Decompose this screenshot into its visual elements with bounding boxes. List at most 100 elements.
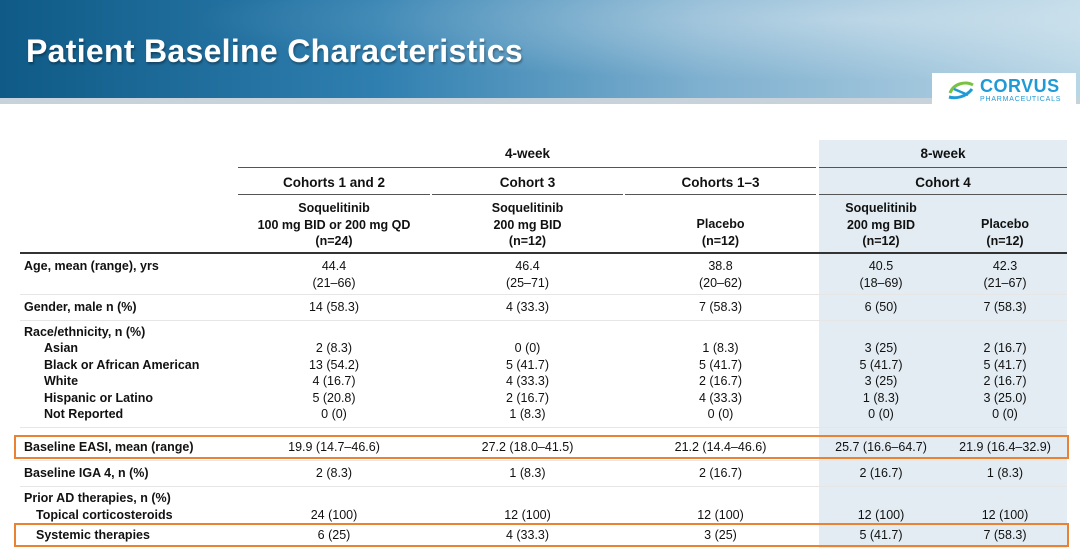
- table-cell: 21.9 (16.4–32.9): [959, 440, 1051, 454]
- table-cell: 38.8 (20–62): [698, 259, 743, 290]
- row-label-systemic: Systemic therapies: [36, 528, 150, 542]
- table-cell: 1 (8.3): [509, 407, 546, 421]
- table-cell: 4 (33.3): [698, 390, 743, 405]
- group-8-week: 8-week: [920, 146, 966, 161]
- table-cell: 40.5 (18–69): [859, 259, 903, 290]
- table-cell: 12 (100): [857, 507, 905, 522]
- table-cell: 6 (25): [317, 528, 351, 542]
- arm-header: Placebo (n=12): [696, 217, 745, 248]
- corvus-logo: CORVUS PHARMACEUTICALS: [932, 73, 1076, 107]
- table-cell: 25.7 (16.6–64.7): [835, 440, 927, 454]
- cohort-rule: [238, 194, 430, 195]
- table-cell: 24 (100): [310, 507, 358, 522]
- baseline-table: 4-week 8-week Cohorts 1 and 2 Cohort 3 C…: [14, 140, 1070, 550]
- table-cell: 14 (58.3): [308, 300, 360, 314]
- table-cell: 19.9 (14.7–46.6): [288, 440, 380, 454]
- header-rule: [20, 252, 1067, 254]
- table-cell: 4 (33.3): [505, 374, 550, 388]
- table-cell: 12 (100): [504, 507, 551, 522]
- row-label-topical: Topical corticosteroids: [36, 507, 173, 522]
- table-cell: 1 (8.3): [986, 466, 1024, 480]
- table-cell: 2 (16.7): [983, 374, 1027, 388]
- table-cell: 42.3 (21–67): [983, 259, 1027, 290]
- group-4-week: 4-week: [504, 146, 551, 161]
- cohort-1-2-header: Cohorts 1 and 2: [282, 175, 385, 190]
- table-cell: 4 (16.7): [312, 374, 356, 388]
- table-cell: 21.2 (14.4–46.6): [674, 440, 767, 454]
- table-cell: 3 (25.0): [983, 390, 1027, 405]
- table-cell: 27.2 (18.0–41.5): [481, 440, 574, 454]
- cohort-rule: [819, 194, 1067, 195]
- group-4-week-rule: [238, 167, 816, 168]
- table-cell: 46.4 (25–71): [505, 259, 550, 290]
- row-label-race: Race/ethnicity, n (%): [24, 325, 146, 339]
- table-cell: 7 (58.3): [983, 528, 1027, 542]
- table-cell: 5 (41.7): [983, 357, 1027, 372]
- row-label-iga: Baseline IGA 4, n (%): [24, 466, 149, 480]
- table-cell: 44.4 (21–66): [312, 259, 356, 290]
- arm-header: Soquelitinib 200 mg BID (n=12): [491, 201, 564, 248]
- table-cell: 2 (16.7): [698, 374, 743, 388]
- table-cell: 2 (16.7): [698, 466, 743, 480]
- table-cell: 0 (0): [321, 407, 347, 421]
- group-8-week-rule: [819, 167, 1067, 168]
- table-cell: 13 (54.2): [308, 357, 360, 372]
- row-label-gender: Gender, male n (%): [24, 300, 137, 314]
- row-divider: [20, 460, 1067, 461]
- corvus-logo-icon: [948, 81, 974, 100]
- table-cell: 5 (41.7): [505, 357, 550, 372]
- table-cell: 1 (8.3): [509, 466, 546, 480]
- title-banner: [0, 0, 1080, 98]
- page-title: Patient Baseline Characteristics: [26, 33, 523, 69]
- table-cell: 3 (25): [864, 341, 898, 355]
- cohort-rule: [625, 194, 816, 195]
- row-label-black: Black or African American: [44, 357, 200, 372]
- table-cell: 3 (25): [704, 528, 737, 542]
- cohort-4-header: Cohort 4: [915, 175, 971, 190]
- row-divider: [20, 486, 1067, 487]
- cohort-3-header: Cohort 3: [499, 175, 556, 190]
- banner-divider: [0, 98, 1080, 104]
- systemic-highlight-box: [14, 523, 1069, 547]
- table-cell: 5 (41.7): [698, 357, 743, 372]
- 8-week-shading: [819, 140, 1067, 548]
- row-divider: [20, 320, 1067, 321]
- table-cell: 1 (8.3): [702, 341, 739, 355]
- table-cell: 6 (50): [864, 300, 898, 314]
- table-cell: 2 (16.7): [505, 390, 550, 405]
- row-label-hispanic: Hispanic or Latino: [44, 390, 154, 405]
- logo-name: CORVUS: [980, 76, 1060, 96]
- arm-header: Soquelitinib 200 mg BID (n=12): [845, 201, 917, 248]
- table-cell: 4 (33.3): [505, 300, 550, 314]
- table-cell: 12 (100): [981, 507, 1029, 522]
- cohorts-1-3-header: Cohorts 1–3: [681, 175, 760, 190]
- table-cell: 7 (58.3): [698, 300, 743, 314]
- table-cell: 2 (16.7): [859, 466, 903, 480]
- table-cell: 0 (0): [992, 407, 1018, 421]
- row-divider: [20, 427, 1067, 428]
- table-cell: 3 (25): [864, 374, 898, 388]
- table-cell: 1 (8.3): [862, 390, 900, 405]
- row-label-easi: Baseline EASI, mean (range): [24, 440, 194, 454]
- row-label-not-reported: Not Reported: [44, 407, 124, 421]
- table-cell: 0 (0): [514, 341, 541, 355]
- table-cell: 4 (33.3): [505, 528, 550, 542]
- table-cell: 2 (8.3): [315, 341, 353, 355]
- arm-header: Placebo (n=12): [981, 217, 1029, 248]
- table-cell: 5 (41.7): [859, 357, 903, 372]
- arm-header: Soquelitinib 100 mg BID or 200 mg QD (n=24…: [257, 201, 411, 248]
- table-cell: 2 (8.3): [315, 466, 353, 480]
- row-label-white: White: [44, 374, 79, 388]
- row-label-age: Age, mean (range), yrs: [24, 259, 159, 273]
- logo-subtitle: PHARMACEUTICALS: [980, 96, 1062, 103]
- table-cell: 0 (0): [868, 407, 894, 421]
- easi-highlight-box: [14, 435, 1069, 459]
- table-cell: 12 (100): [697, 507, 744, 522]
- row-label-prior-ad: Prior AD therapies, n (%): [24, 491, 171, 505]
- table-cell: 5 (20.8): [312, 390, 356, 405]
- row-divider: [20, 294, 1067, 295]
- row-label-asian: Asian: [44, 341, 79, 355]
- table-cell: 2 (16.7): [983, 341, 1027, 355]
- cohort-rule: [432, 194, 623, 195]
- table-cell: 0 (0): [707, 407, 734, 421]
